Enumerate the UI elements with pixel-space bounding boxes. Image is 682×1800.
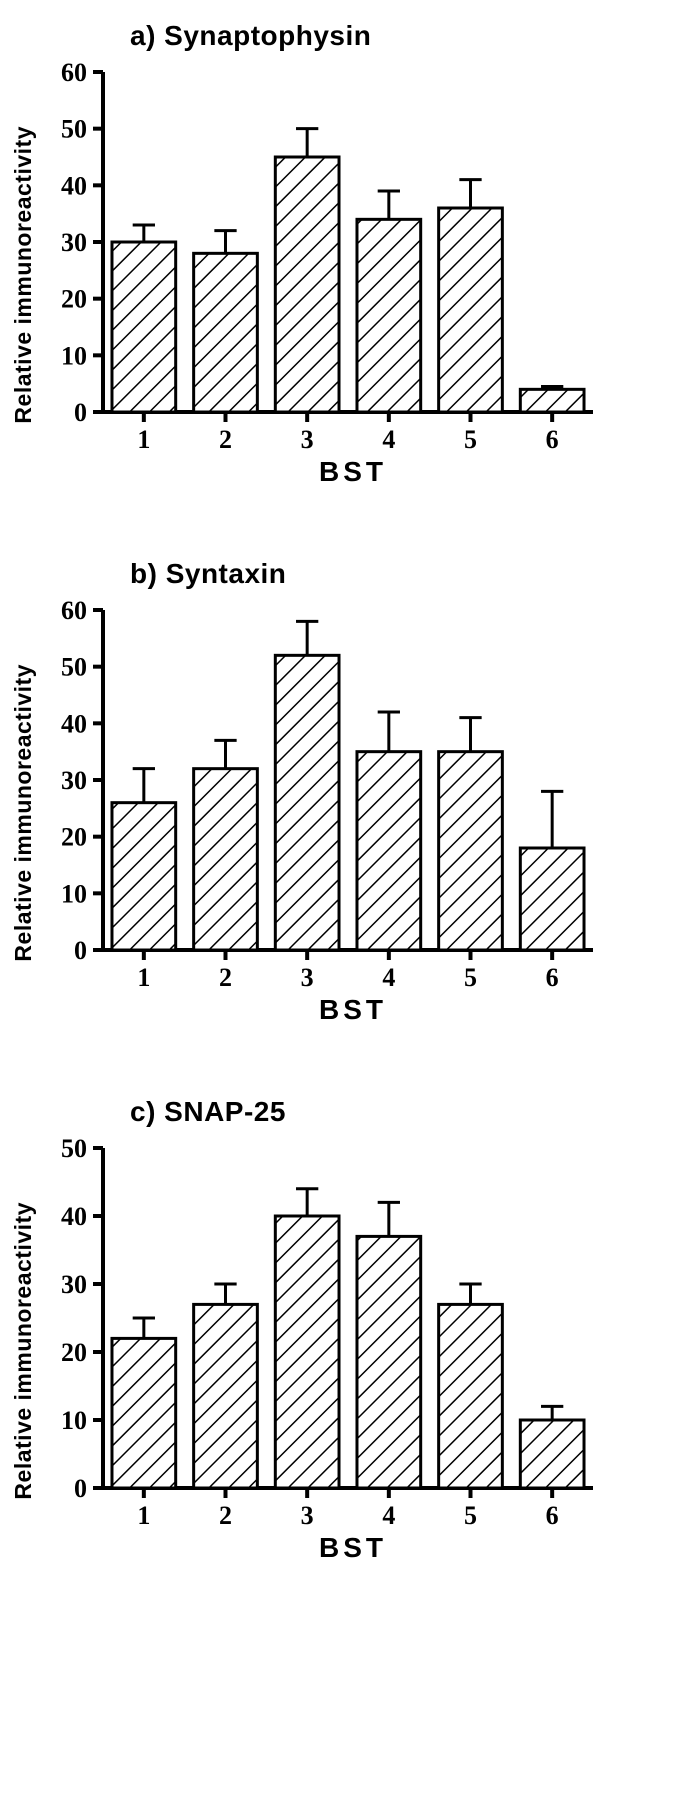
panel-b-ylabel: Relative immunoreactivity (10, 664, 37, 962)
svg-text:1: 1 (137, 425, 150, 452)
figure-container: a) Synaptophysin Relative immunoreactivi… (0, 0, 682, 1654)
panel-b-title: b) Syntaxin (130, 558, 652, 590)
panel-a: a) Synaptophysin Relative immunoreactivi… (10, 20, 652, 488)
panel-a-xlabel: BST (43, 456, 603, 488)
svg-text:2: 2 (219, 1501, 232, 1528)
panel-c-ylabel: Relative immunoreactivity (10, 1202, 37, 1500)
svg-text:60: 60 (61, 600, 87, 625)
svg-text:0: 0 (74, 936, 87, 965)
panel-c: c) SNAP-25 Relative immunoreactivity 0 10… (10, 1096, 652, 1564)
svg-text:30: 30 (61, 228, 87, 257)
svg-text:50: 50 (61, 653, 87, 682)
panel-b-plotwrap: Relative immunoreactivity 0 10 20 30 40 50 60 1… (10, 600, 652, 1026)
panel-b-plot: 0 10 20 30 40 50 60 1 2 3 4 5 6 BST (43, 600, 603, 1026)
svg-text:0: 0 (74, 1474, 87, 1503)
svg-text:20: 20 (61, 1338, 87, 1367)
panel-c-plot: 0 10 20 30 40 50 1 2 3 4 5 6 BST (43, 1138, 603, 1564)
svg-text:40: 40 (61, 1202, 87, 1231)
svg-text:2: 2 (219, 963, 232, 990)
svg-text:6: 6 (546, 425, 559, 452)
svg-text:4: 4 (382, 1501, 395, 1528)
svg-text:4: 4 (382, 963, 395, 990)
svg-text:10: 10 (61, 1406, 87, 1435)
panel-c-plotwrap: Relative immunoreactivity 0 10 20 30 40 50 1 2 3… (10, 1138, 652, 1564)
svg-text:2: 2 (219, 425, 232, 452)
svg-text:6: 6 (546, 963, 559, 990)
svg-text:3: 3 (301, 1501, 314, 1528)
panel-b: b) Syntaxin Relative immunoreactivity 0 1… (10, 558, 652, 1026)
panel-a-svg: 0 10 20 30 40 50 60 1 2 3 4 5 6 (43, 62, 603, 452)
svg-text:40: 40 (61, 709, 87, 738)
svg-text:30: 30 (61, 1270, 87, 1299)
svg-text:10: 10 (61, 341, 87, 370)
svg-text:0: 0 (74, 398, 87, 427)
panel-a-ylabel: Relative immunoreactivity (10, 126, 37, 424)
panel-b-svg: 0 10 20 30 40 50 60 1 2 3 4 5 6 (43, 600, 603, 990)
svg-text:30: 30 (61, 766, 87, 795)
svg-text:20: 20 (61, 823, 87, 852)
svg-text:3: 3 (301, 425, 314, 452)
svg-text:5: 5 (464, 1501, 477, 1528)
svg-text:5: 5 (464, 963, 477, 990)
svg-text:50: 50 (61, 115, 87, 144)
svg-text:1: 1 (137, 1501, 150, 1528)
svg-text:50: 50 (61, 1138, 87, 1163)
panel-a-title: a) Synaptophysin (130, 20, 652, 52)
svg-text:4: 4 (382, 425, 395, 452)
panel-a-plotwrap: Relative immunoreactivity 0 10 20 30 40 50 60 1… (10, 62, 652, 488)
panel-c-svg: 0 10 20 30 40 50 1 2 3 4 5 6 (43, 1138, 603, 1528)
panel-c-xlabel: BST (43, 1532, 603, 1564)
svg-text:40: 40 (61, 171, 87, 200)
svg-text:20: 20 (61, 285, 87, 314)
svg-text:10: 10 (61, 879, 87, 908)
panel-c-title: c) SNAP-25 (130, 1096, 652, 1128)
svg-text:60: 60 (61, 62, 87, 87)
panel-a-plot: 0 10 20 30 40 50 60 1 2 3 4 5 6 BST (43, 62, 603, 488)
svg-text:1: 1 (137, 963, 150, 990)
svg-text:5: 5 (464, 425, 477, 452)
svg-text:6: 6 (546, 1501, 559, 1528)
svg-text:3: 3 (301, 963, 314, 990)
panel-b-xlabel: BST (43, 994, 603, 1026)
